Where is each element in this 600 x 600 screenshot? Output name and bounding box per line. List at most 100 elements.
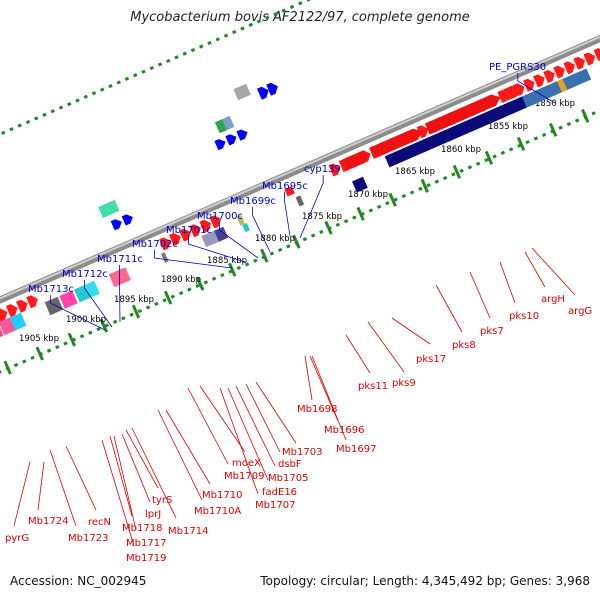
gene-label: pks8 [452,340,476,351]
inner-tick-dot [137,308,143,314]
gene-label-leader [345,334,371,374]
inner-tick-dot [484,157,489,163]
major-tick [67,332,76,347]
forward-gene-arrow [573,56,585,70]
outer-tick-dot [133,73,138,78]
gene-label: Mb1709 [224,471,264,482]
inner-tick-dot [459,168,464,173]
forward-gene-arrow [583,52,596,66]
gene-block [9,312,27,331]
gene-label-leader [309,355,339,422]
pks8-gene [369,128,423,159]
inner-tick-dot [533,136,539,141]
mb1699c-gene [214,139,226,151]
outer-tick-dot [50,109,55,114]
gene-label-leader [469,271,491,319]
outer-tick-dot [157,62,163,67]
forward-gene-arrow [502,87,515,101]
top-gene-label: Mb1700c [197,211,243,222]
inner-tick-dot [277,247,283,253]
gene-label: Mb1710A [194,506,241,517]
gene-label: Mb1718 [122,523,162,534]
inner-tick-dot [418,186,423,191]
inner-tick-dot [467,165,473,170]
gene-label-leader [245,383,281,453]
forward-gene-arrow [512,83,525,97]
moe-block-dark [214,226,229,242]
top-gene-label: Mb1713c [28,284,74,295]
outer-tick-dot [108,83,113,89]
inner-tick-dot [434,179,440,184]
mb1700c-gene [225,134,237,146]
inner-tick-dot [475,161,481,166]
gene-label-leader [37,461,45,511]
inner-tick-dot [376,204,382,209]
outer-tick-dot [67,101,72,107]
inner-tick-dot [145,305,151,310]
forward-gene-arrow [159,237,171,251]
inner-tick-dot [442,175,448,181]
top-gene-label: Mb1701c [166,225,212,236]
outer-tick-dot [265,15,270,20]
inner-tick-dot [269,251,275,256]
gene-label: lprJ [145,509,161,520]
gene-block [214,119,228,134]
inner-tick-dot [286,244,291,249]
dsbf-gene [236,214,245,226]
top-label-leader [299,175,324,239]
gene-label: recN [88,517,111,528]
map-title: Mycobacterium bovis AF2122/97, complete … [130,10,470,25]
pks-block-dark [384,96,527,168]
major-tick [420,178,429,193]
outer-tick-dot [207,40,212,45]
gene-label-leader [311,355,347,441]
inner-tick-dot [96,326,101,332]
gene-block [222,115,235,131]
inner-tick-dot [154,301,159,306]
inner-tick-dot [401,193,407,199]
major-tick [163,290,173,305]
inner-tick-dot [368,208,374,213]
gene-label-leader [125,429,159,489]
inner-tick-dot [211,276,217,281]
gene-block [44,296,64,316]
gene-block [85,280,100,298]
inner-tick-dot [13,362,19,368]
major-tick [388,192,397,207]
gene-label-leader [499,261,516,304]
inner-tick-dot [121,316,126,321]
outer-tick-dot [83,94,88,99]
outer-tick-dot [182,51,187,56]
inner-tick-dot [335,222,341,227]
major-tick [228,262,237,277]
forward-gene-arrow [26,295,38,309]
inner-tick-dot [244,262,250,267]
topology-text: Topology: circular; Length: 4,345,492 bp… [260,574,590,588]
forward-gene-arrow [189,224,201,238]
major-tick [3,360,12,375]
gene-label: Mb1717 [126,538,166,549]
inner-tick-dot [525,140,530,145]
inner-tick-dot [558,125,563,130]
gene-label-leader [524,251,546,288]
outer-tick-dot [149,65,154,71]
kbp-scale-label: 1890 kbp [161,275,201,285]
outer-tick-dot [34,116,39,121]
outer-tick-dot [232,30,237,35]
gene-label: Mb1714 [168,526,208,537]
inner-tick-dot [203,280,209,285]
outer-tick-dot [190,48,196,53]
gene-label-leader [187,387,229,465]
pks7-gene [424,94,501,135]
gene-label: argH [541,294,565,305]
forward-gene-arrow [328,163,341,177]
inner-tick-dot [574,118,580,123]
gene-label: pyrG [5,533,29,544]
inner-tick-dot [79,334,85,339]
kbp-scale-label: 1885 kbp [207,256,247,266]
gene-block [98,199,120,219]
gene-label: pks10 [509,311,539,322]
gene-label: Mb1723 [68,533,108,544]
gene-label-leader [131,427,177,519]
mb1696-gene [352,176,368,193]
